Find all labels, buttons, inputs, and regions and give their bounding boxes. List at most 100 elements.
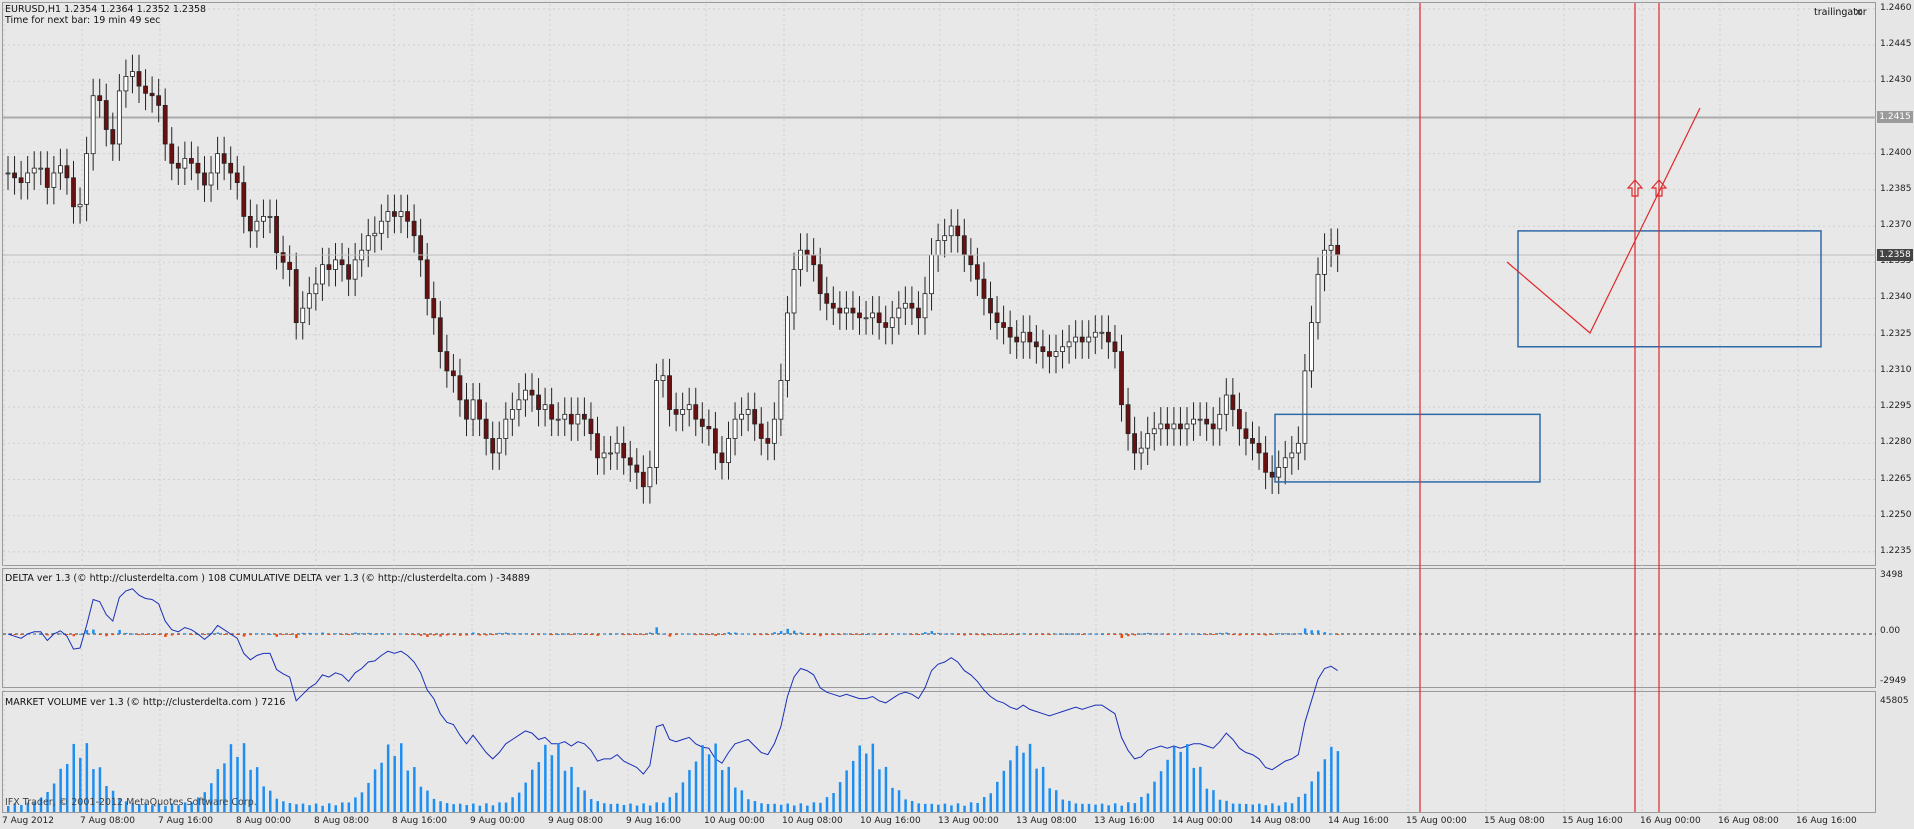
volume-bar <box>563 770 567 812</box>
volume-bar <box>904 799 907 812</box>
delta-bar <box>583 634 586 635</box>
volume-bar <box>275 798 279 812</box>
volume-scale-max: 45805 <box>1880 696 1909 706</box>
volume-bar <box>793 805 796 812</box>
candle-body <box>640 471 646 488</box>
delta-bar <box>491 634 495 636</box>
candle-body <box>44 167 50 188</box>
candle-body <box>405 211 410 222</box>
candle-body <box>123 76 129 92</box>
close-icon[interactable]: ✕ <box>1854 6 1864 19</box>
delta-bar <box>517 633 521 635</box>
candle-body <box>1223 394 1229 415</box>
volume-bar <box>1264 805 1268 812</box>
volume-bar <box>622 804 626 812</box>
delta-bar <box>164 634 167 637</box>
delta-bar <box>1238 634 1241 636</box>
candle-body <box>857 312 862 319</box>
volume-bar <box>1244 803 1248 812</box>
delta-bar <box>1041 634 1045 635</box>
time-tick-label: 14 Aug 16:00 <box>1328 816 1389 826</box>
volume-bar <box>786 803 789 812</box>
candle-body <box>811 254 817 266</box>
delta-bar <box>930 631 934 634</box>
volume-bar <box>1048 788 1051 812</box>
candle-body <box>188 158 194 164</box>
candle-body <box>319 264 325 285</box>
volume-bar <box>1009 760 1012 812</box>
candle-body <box>804 249 810 256</box>
candle-body <box>1197 418 1203 421</box>
volume-bar <box>314 803 318 812</box>
delta-bar <box>341 634 344 635</box>
candle-body <box>1243 428 1249 439</box>
volume-bar <box>531 769 534 812</box>
candle-body <box>549 404 555 420</box>
candle-body <box>77 203 83 208</box>
up-arrow-icon <box>1626 179 1644 197</box>
candle-body <box>1027 331 1033 343</box>
delta-bar <box>452 634 455 635</box>
delta-bar <box>570 634 573 635</box>
delta-bar <box>321 632 324 634</box>
volume-bar <box>367 782 370 812</box>
candle-body <box>516 399 522 410</box>
time-tick-label: 16 Aug 00:00 <box>1640 816 1701 826</box>
candle-body <box>58 165 63 174</box>
delta-bar <box>1081 634 1084 635</box>
candle-body <box>293 269 299 324</box>
volume-bar <box>812 802 816 812</box>
volume-bar <box>144 803 148 812</box>
delta-bar <box>33 633 36 635</box>
delta-bar <box>269 634 272 635</box>
delta-pane[interactable] <box>2 568 1876 688</box>
volume-bar <box>596 801 599 812</box>
volume-bar <box>779 804 783 812</box>
volume-pane[interactable] <box>2 691 1876 813</box>
candle-body <box>1086 336 1092 343</box>
delta-bar <box>714 634 717 636</box>
volume-bar <box>544 744 547 812</box>
time-tick-label: 16 Aug 16:00 <box>1796 816 1857 826</box>
delta-bar <box>419 634 423 636</box>
volume-bar <box>603 803 606 812</box>
volume-bar <box>1055 790 1058 812</box>
volume-bar <box>242 743 246 812</box>
volume-bar <box>413 767 416 812</box>
time-tick-label: 13 Aug 08:00 <box>1016 816 1077 826</box>
candle-body <box>1151 428 1157 435</box>
volume-bar <box>537 762 541 812</box>
delta-bar <box>1087 633 1091 635</box>
delta-bar <box>1336 634 1340 635</box>
volume-bar <box>1290 803 1294 812</box>
delta-bar <box>1310 630 1313 634</box>
volume-bar <box>989 793 992 812</box>
candle-body <box>975 264 980 280</box>
volume-bar <box>871 743 875 812</box>
delta-bar <box>373 633 377 635</box>
delta-bar <box>20 634 23 635</box>
candle-body <box>555 418 561 421</box>
volume-bar <box>668 797 672 812</box>
delta-bar <box>151 634 154 635</box>
delta-bar <box>1113 634 1117 635</box>
candle-body <box>837 307 843 314</box>
delta-bar <box>622 634 626 636</box>
volume-bar <box>118 798 121 812</box>
price-tick-label: 1.2325 <box>1880 328 1912 339</box>
time-tick-label: 16 Aug 08:00 <box>1718 816 1779 826</box>
delta-bar <box>589 634 593 636</box>
candle-body <box>588 418 594 435</box>
candle-body <box>1282 457 1288 468</box>
candle-body <box>1269 471 1275 478</box>
candle-body <box>1158 423 1164 430</box>
volume-bar <box>1297 796 1300 812</box>
delta-bar <box>865 634 868 635</box>
time-axis[interactable]: 7 Aug 2012 7 Aug 08:00 7 Aug 16:00 8 Aug 00… <box>0 814 1876 829</box>
candle-body <box>1328 244 1334 251</box>
volume-bar <box>969 802 973 812</box>
candle-body <box>523 389 528 401</box>
price-scale[interactable]: 1.2460 1.2445 1.2430 1.2415 1.2400 1.2385 1.23… <box>1876 0 1914 566</box>
